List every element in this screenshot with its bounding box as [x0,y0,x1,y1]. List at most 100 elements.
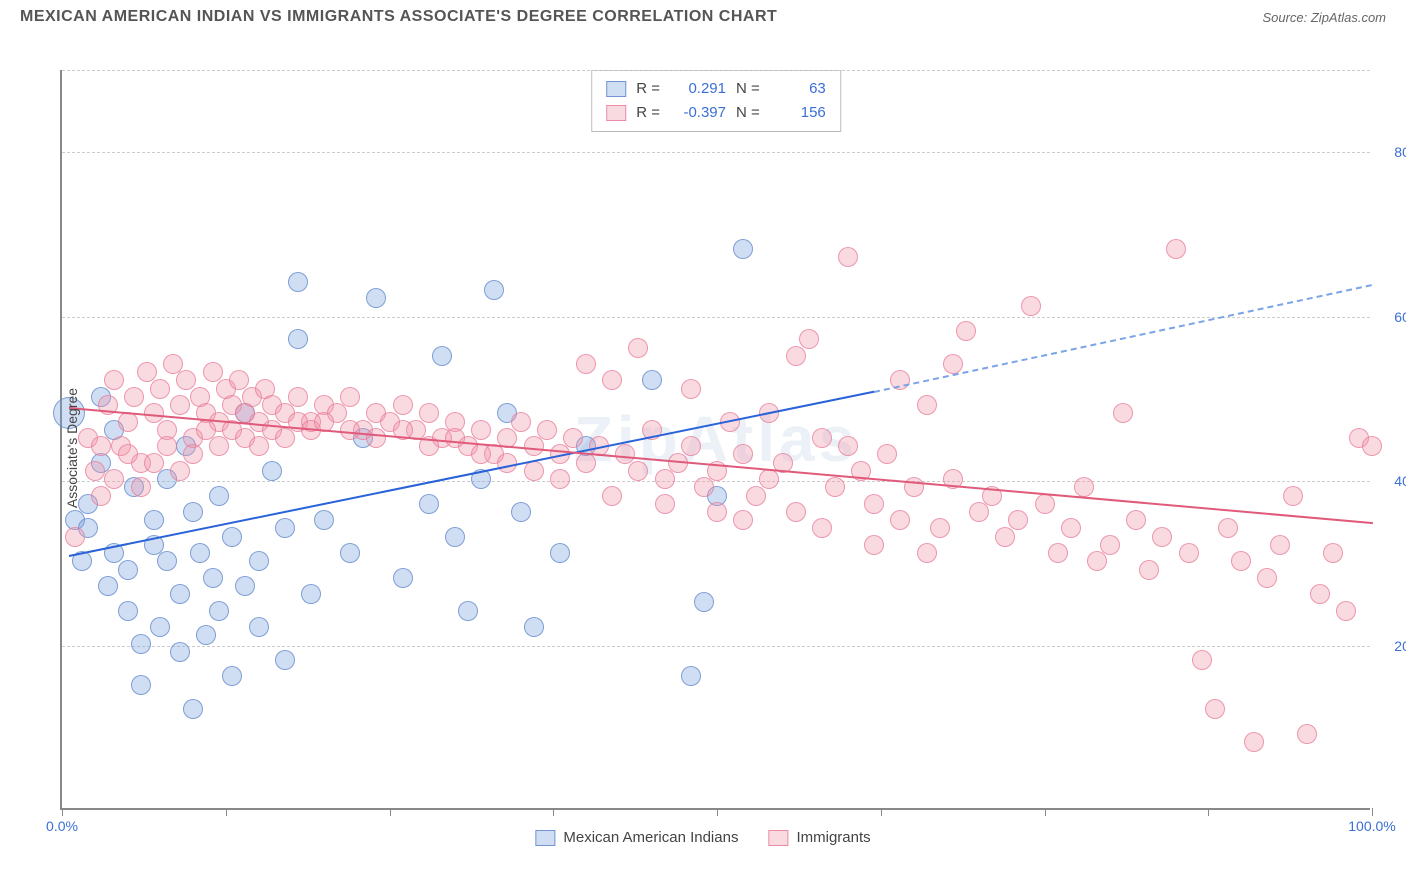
legend-item-a: Mexican American Indians [535,829,738,846]
scatter-point [1152,527,1172,547]
swatch-b-icon [606,105,626,121]
stats-row-a: R = 0.291 N = 63 [606,77,826,101]
scatter-point [432,346,452,366]
scatter-point [576,453,596,473]
source-label: Source: ZipAtlas.com [1262,10,1386,25]
scatter-point [838,436,858,456]
xtick-label: 100.0% [1348,818,1395,834]
chart-container: ZipAtlas R = 0.291 N = 63 R = -0.397 N =… [0,30,1406,850]
scatter-point [1192,650,1212,670]
scatter-point [340,543,360,563]
chart-title: MEXICAN AMERICAN INDIAN VS IMMIGRANTS AS… [20,8,777,26]
scatter-point [85,461,105,481]
gridline-h [62,70,1370,71]
scatter-point [1087,551,1107,571]
regression-line [874,284,1372,393]
swatch-a-icon [606,81,626,97]
scatter-point [131,634,151,654]
ytick-label: 40.0% [1394,473,1406,489]
xtick [62,808,63,816]
scatter-point [1362,436,1382,456]
stat-r-label: R = [636,77,660,101]
scatter-point [628,461,648,481]
scatter-point [694,477,714,497]
scatter-point [550,543,570,563]
xtick [226,808,227,816]
scatter-point [366,428,386,448]
ytick-label: 60.0% [1394,309,1406,325]
scatter-point [681,379,701,399]
scatter-point [759,469,779,489]
xtick-label: 0.0% [46,818,78,834]
scatter-point [511,412,531,432]
scatter-point [943,354,963,374]
scatter-point [1231,551,1251,571]
scatter-point [1113,403,1133,423]
scatter-point [393,568,413,588]
scatter-point [340,420,360,440]
scatter-point [969,502,989,522]
scatter-point [222,666,242,686]
scatter-point [196,625,216,645]
scatter-point [995,527,1015,547]
scatter-point [1008,510,1028,530]
legend-swatch-a-icon [535,830,555,846]
scatter-point [642,370,662,390]
scatter-point [825,477,845,497]
legend-label-b: Immigrants [796,829,870,846]
scatter-point [550,469,570,489]
scatter-point [628,338,648,358]
scatter-point [681,666,701,686]
scatter-point [1205,699,1225,719]
scatter-point [511,502,531,522]
scatter-point [563,428,583,448]
scatter-point [170,642,190,662]
scatter-point [458,601,478,621]
plot-area: ZipAtlas R = 0.291 N = 63 R = -0.397 N =… [60,70,1370,810]
scatter-point [956,321,976,341]
xtick [1372,808,1373,816]
stat-r-a: 0.291 [670,77,726,101]
scatter-point [812,518,832,538]
scatter-point [917,543,937,563]
stats-row-b: R = -0.397 N = 156 [606,101,826,125]
scatter-point [838,247,858,267]
scatter-point [1283,486,1303,506]
scatter-point [681,436,701,456]
scatter-point [1048,543,1068,563]
scatter-point [707,502,727,522]
scatter-point [917,395,937,415]
stat-n-label: N = [736,101,760,125]
scatter-point [419,403,439,423]
scatter-point [786,502,806,522]
scatter-point [471,444,491,464]
scatter-point [249,436,269,456]
scatter-point [864,535,884,555]
scatter-point [157,436,177,456]
scatter-point [864,494,884,514]
scatter-point [1336,601,1356,621]
scatter-point [170,584,190,604]
scatter-point [537,420,557,440]
scatter-point [249,617,269,637]
scatter-point [275,650,295,670]
stat-n-b: 156 [770,101,826,125]
scatter-point [445,527,465,547]
scatter-point [65,527,85,547]
scatter-point [1270,535,1290,555]
scatter-point [1166,239,1186,259]
scatter-point [471,420,491,440]
scatter-point [301,584,321,604]
scatter-point [91,436,111,456]
scatter-point [262,461,282,481]
scatter-point [124,387,144,407]
scatter-point [91,486,111,506]
xtick [1208,808,1209,816]
scatter-point [497,453,517,473]
scatter-point [877,444,897,464]
scatter-point [1126,510,1146,530]
scatter-point [1218,518,1238,538]
scatter-point [235,576,255,596]
scatter-point [170,461,190,481]
scatter-point [144,453,164,473]
